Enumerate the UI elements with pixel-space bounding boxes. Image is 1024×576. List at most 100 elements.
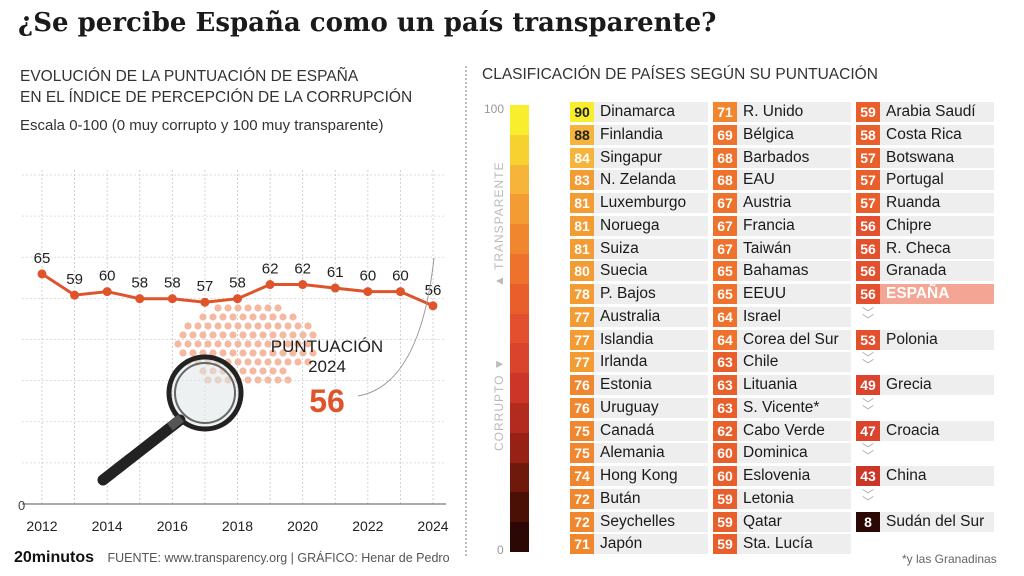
line-series: 65 59 60 58 58 57 58 62 62 61 60 60 56: [34, 250, 441, 311]
country-name: Costa Rica: [886, 125, 962, 143]
ranking-row: 68 EAU: [713, 170, 851, 191]
map-dot: [269, 349, 277, 357]
map-dot: [274, 322, 282, 330]
map-dot: [309, 331, 317, 339]
country-name: Estonia: [600, 376, 652, 393]
map-dot: [199, 313, 207, 321]
score-badge: 56: [856, 238, 880, 259]
map-dot: [229, 331, 237, 339]
scale-segment: [510, 224, 529, 254]
ranking-row: 76 Uruguay: [570, 397, 708, 418]
map-dot: [239, 367, 247, 375]
map-dot: [274, 376, 282, 384]
score-badge: 59: [713, 488, 737, 509]
scale-segment: [510, 283, 529, 314]
score-badge: 72: [570, 511, 594, 532]
score-badge: 57: [856, 170, 880, 191]
score-badge: 49: [856, 375, 880, 395]
chevron-down-icon: ﹀ ﹀: [861, 351, 874, 373]
ranking-row: 53 Polonia: [856, 329, 994, 350]
country-name: Suiza: [600, 239, 639, 257]
map-dot: [234, 322, 242, 330]
score-color-scale: [510, 105, 529, 552]
score-badge: 83: [570, 170, 594, 191]
score-badge: 58: [856, 124, 880, 145]
footer: 20minutos FUENTE: www.transparency.org |…: [14, 549, 450, 567]
score-badge: 60: [713, 443, 737, 464]
map-dot: [274, 304, 282, 312]
ranking-row: 63 S. Vicente*: [713, 397, 851, 418]
score-badge: 8: [856, 511, 880, 532]
data-point: [167, 294, 177, 304]
ranking-row: 77 Australia: [570, 306, 708, 327]
map-dot: [244, 304, 252, 312]
map-dot: [174, 340, 182, 348]
ranking-row: 57 Ruanda: [856, 193, 994, 213]
country-name: S. Vicente*: [743, 398, 820, 416]
map-dot: [304, 358, 312, 366]
scale-segment: [510, 432, 529, 463]
scale-segment: [510, 253, 529, 284]
map-dot: [224, 304, 232, 312]
map-dot: [249, 367, 257, 375]
ranking-row: 84 Singapur: [570, 147, 708, 168]
country-name: ESPAÑA: [886, 285, 950, 302]
country-name: Israel: [743, 307, 781, 325]
score-badge: 68: [713, 170, 737, 191]
x-tick-label: 2014: [92, 518, 123, 534]
scale-top-label: 100: [484, 102, 505, 116]
map-dot: [264, 304, 272, 312]
map-dot: [269, 313, 277, 321]
country-name: Finlandia: [600, 125, 663, 143]
data-point: [363, 287, 373, 297]
ranking-row: 72 Seychelles: [570, 511, 708, 532]
ranking-row: 88 Finlandia: [570, 124, 708, 145]
data-label: 60: [99, 268, 116, 285]
score-badge: 63: [713, 352, 737, 373]
country-name: Austria: [743, 194, 792, 211]
map-dot: [209, 331, 217, 339]
score-badge: 77: [570, 352, 594, 373]
right-subtitle: CLASIFICACIÓN DE PAÍSES SEGÚN SU PUNTUAC…: [482, 66, 878, 83]
country-name: Canadá: [600, 421, 655, 439]
score-badge: 71: [713, 102, 737, 122]
ranking-row: 56 Granada: [856, 261, 994, 282]
corrupt-label: CORRUPTO ▼: [492, 357, 506, 451]
map-dot: [259, 313, 267, 321]
score-badge: 43: [856, 466, 880, 486]
country-name: Qatar: [743, 512, 782, 530]
country-name: Irlanda: [600, 353, 648, 371]
data-point: [102, 287, 112, 297]
score-badge: 81: [570, 215, 594, 236]
country-name: Taiwán: [743, 239, 792, 257]
ranking-row: 76 Estonia: [570, 375, 708, 395]
map-dot: [304, 322, 312, 330]
score-badge: 56: [856, 284, 880, 304]
page-title: ¿Se percibe España como un país transpar…: [18, 8, 717, 38]
annotation-value: 56: [309, 383, 345, 419]
map-dot: [219, 313, 227, 321]
score-badge: 62: [713, 420, 737, 441]
ranking-row: 59 Qatar: [713, 511, 851, 532]
map-dot: [204, 322, 212, 330]
country-name: Seychelles: [600, 512, 675, 530]
scale-note: Escala 0-100 (0 muy corrupto y 100 muy t…: [20, 117, 384, 134]
map-dot: [214, 322, 222, 330]
map-dot: [244, 358, 252, 366]
ranking-row: 90 Dinamarca: [570, 102, 708, 122]
scale-segment: [510, 402, 529, 433]
ranking-row: 56 Chipre: [856, 215, 994, 236]
score-badge: 53: [856, 329, 880, 350]
map-dot: [194, 340, 202, 348]
data-point: [330, 283, 340, 293]
data-label: 60: [392, 268, 409, 285]
map-dot: [274, 358, 282, 366]
scale-segment: [510, 462, 529, 493]
left-subtitle-line2: EN EL ÍNDICE DE PERCEPCIÓN DE LA CORRUPC…: [20, 89, 413, 106]
map-dot: [184, 322, 192, 330]
map-dot: [254, 376, 262, 384]
map-dot: [214, 304, 222, 312]
ranking-row: 63 Lituania: [713, 375, 851, 395]
country-name: EEUU: [743, 285, 787, 302]
map-dot: [184, 340, 192, 348]
